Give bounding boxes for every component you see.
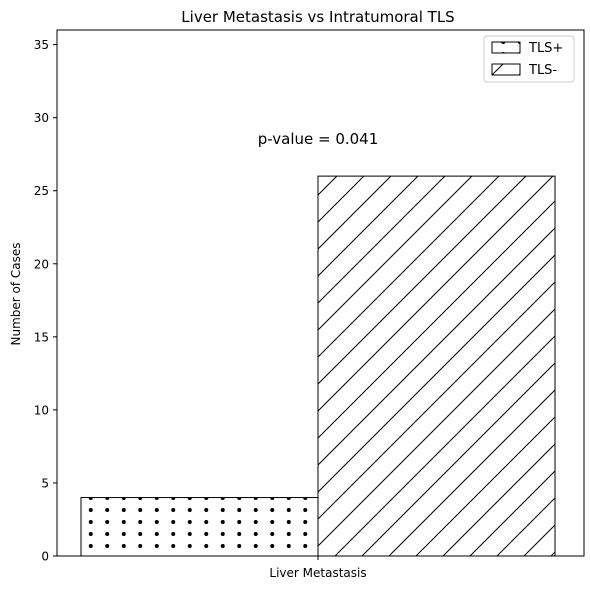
y-tick-label: 30: [34, 111, 49, 125]
y-tick-label: 15: [34, 330, 49, 344]
bar-tls-pos: [80, 497, 319, 557]
plot-frame: [56, 29, 585, 557]
bar-tls-neg: [317, 175, 556, 557]
legend-label-tls-pos: TLS+: [528, 41, 563, 56]
y-tick-label: 5: [41, 476, 49, 490]
y-axis-label: Number of Cases: [9, 242, 23, 345]
chart-title: Liver Metastasis vs Intratumoral TLS: [181, 8, 454, 26]
y-tick-label: 10: [34, 403, 49, 417]
legend-swatch-tls-pos: [491, 41, 521, 54]
y-tick-label: 35: [34, 38, 49, 52]
legend-label-tls-neg: TLS-: [528, 63, 557, 78]
legend: TLS+ TLS-: [483, 35, 575, 83]
y-tick-label: 20: [34, 257, 49, 271]
p-value-annotation: p-value = 0.041: [258, 130, 379, 148]
x-tick-label: Liver Metastasis: [269, 566, 366, 580]
y-tick-label: 0: [41, 550, 49, 564]
y-tick-label: 25: [34, 184, 49, 198]
legend-swatch-tls-neg: [491, 63, 521, 76]
